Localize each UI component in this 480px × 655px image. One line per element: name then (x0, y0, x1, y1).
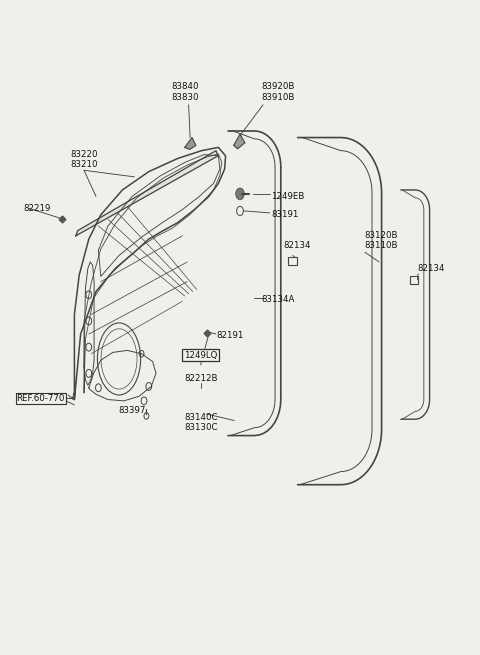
Text: 1249EB: 1249EB (271, 192, 305, 201)
Text: 82134: 82134 (418, 264, 445, 273)
Bar (410, 276, 418, 284)
Text: 83191: 83191 (271, 210, 299, 219)
Text: 83220
83210: 83220 83210 (70, 149, 98, 169)
Text: 1249LQ: 1249LQ (184, 350, 217, 360)
Circle shape (236, 188, 244, 200)
Text: 82212B: 82212B (184, 374, 217, 383)
Polygon shape (76, 151, 218, 236)
Text: 82134: 82134 (283, 241, 311, 250)
Text: 83920B
83910B: 83920B 83910B (262, 82, 295, 102)
Text: 82219: 82219 (23, 204, 50, 213)
Text: 82191: 82191 (216, 331, 243, 340)
Bar (288, 257, 297, 265)
Text: 83397: 83397 (118, 406, 146, 415)
Text: 83134A: 83134A (262, 295, 295, 305)
Text: 83840
83830: 83840 83830 (171, 82, 199, 102)
Text: 83120B
83110B: 83120B 83110B (365, 231, 398, 250)
Polygon shape (234, 134, 245, 149)
Text: 83140C
83130C: 83140C 83130C (185, 413, 218, 432)
Text: REF.60-770: REF.60-770 (17, 394, 65, 403)
Polygon shape (185, 138, 196, 149)
